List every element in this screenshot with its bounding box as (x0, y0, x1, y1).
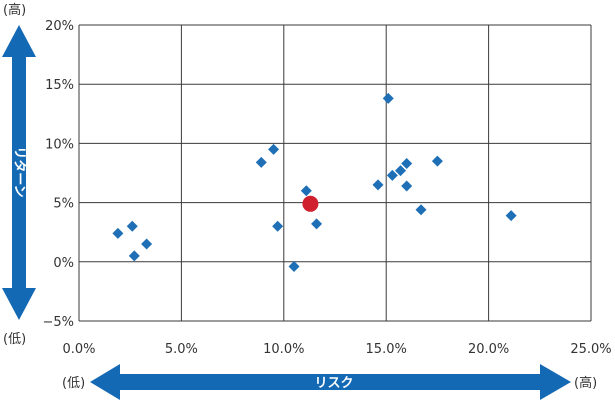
data-point-diamond (128, 250, 140, 262)
data-point-diamond (126, 220, 138, 232)
x-tick-label: 10.0% (263, 342, 304, 357)
y-tick-labels: −5% 0% 5% 10% 15% 20% (42, 19, 74, 330)
y-tick-label: 5% (53, 197, 74, 212)
data-point-diamond (311, 218, 323, 230)
x-tick-labels: 0.0% 5.0% 10.0% 15.0% 20.0% 25.0% (62, 342, 611, 357)
y-tick-label: 15% (45, 78, 74, 93)
data-point-diamond (112, 227, 124, 239)
x-axis-title: リスク (314, 376, 353, 391)
data-point-diamond (505, 210, 517, 222)
x-axis-arrow (90, 364, 571, 400)
y-axis-title: リターン (12, 146, 27, 197)
x-tick-label: 20.0% (468, 342, 509, 357)
x-axis-low-label: (低) (62, 376, 85, 391)
data-point-diamond (382, 92, 394, 104)
x-tick-label: 0.0% (62, 342, 95, 357)
x-tick-label: 25.0% (570, 342, 611, 357)
data-point-diamond (272, 220, 284, 232)
y-axis-low-label: (低) (3, 332, 26, 347)
data-points (112, 92, 517, 273)
x-tick-label: 5.0% (165, 342, 198, 357)
x-axis-high-label: (高) (574, 375, 597, 391)
data-point-diamond (300, 185, 312, 197)
data-point-diamond (288, 261, 300, 273)
x-tick-label: 15.0% (366, 342, 407, 357)
y-tick-label: 10% (45, 137, 74, 152)
data-point-diamond (268, 143, 280, 155)
data-point-diamond (372, 179, 384, 191)
data-point-diamond (255, 156, 267, 168)
data-point-diamond (386, 169, 398, 181)
data-point-diamond (395, 165, 407, 177)
y-tick-label: 20% (45, 19, 74, 34)
y-tick-label: −5% (42, 315, 74, 330)
data-point-diamond (401, 180, 413, 192)
data-point-diamond (415, 204, 427, 216)
data-point-diamond (401, 158, 413, 170)
data-point-highlight (302, 195, 319, 212)
grid (78, 24, 592, 322)
y-tick-label: 0% (53, 256, 74, 271)
y-axis-high-label: (高) (3, 2, 26, 18)
data-point-diamond (141, 238, 153, 250)
data-point-diamond (431, 155, 443, 167)
y-axis-arrow (2, 25, 36, 320)
